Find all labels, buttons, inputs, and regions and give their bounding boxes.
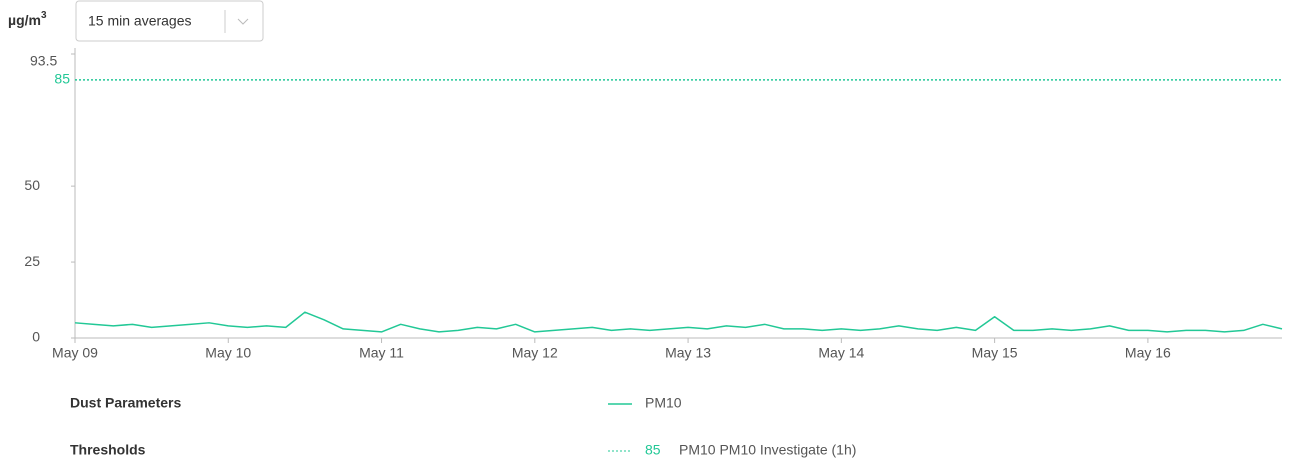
y-tick-label: 0 <box>32 329 40 345</box>
x-tick-label: May 12 <box>512 345 558 361</box>
dropdown-box[interactable] <box>75 0 264 42</box>
dropdown-chevron[interactable] <box>237 18 249 25</box>
y-tick-label: 93.5 <box>30 53 57 69</box>
x-tick-label: May 15 <box>972 345 1018 361</box>
x-tick-label: May 13 <box>665 345 711 361</box>
x-tick-label: May 10 <box>205 345 251 361</box>
legend-threshold-name: PM10 PM10 Investigate (1h) <box>679 442 856 458</box>
legend-threshold-value: 85 <box>645 442 661 458</box>
unit: µg/m <box>8 12 41 28</box>
averaging-dropdown[interactable]: 15 min averages <box>75 0 264 42</box>
y-tick-label: 50 <box>24 177 40 193</box>
unit-sup: 3 <box>41 10 47 21</box>
legend-label: PM10 <box>645 395 682 411</box>
dropdown-label[interactable]: 15 min averages <box>88 13 192 29</box>
unit-label: µg/m3 <box>8 10 47 28</box>
x-tick-label: May 16 <box>1125 345 1171 361</box>
legend-section-title: Thresholds <box>70 442 146 458</box>
y-tick-label: 25 <box>24 253 40 269</box>
x-tick-label: May 09 <box>52 345 98 361</box>
series-line <box>74 311 1283 333</box>
threshold-axis-label: 85 <box>54 71 70 87</box>
x-tick-label: May 11 <box>359 345 404 361</box>
legend-section-title: Dust Parameters <box>70 395 181 411</box>
x-tick-label: May 14 <box>818 345 864 361</box>
